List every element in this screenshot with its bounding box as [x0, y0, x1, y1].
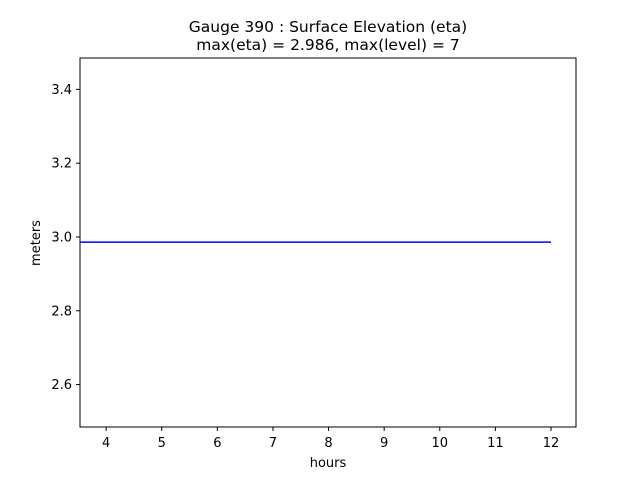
- y-tick-label: 2.6: [51, 378, 72, 393]
- x-tick-label: 5: [158, 436, 166, 451]
- x-tick-label: 7: [269, 436, 277, 451]
- y-tick-label: 3.4: [51, 83, 72, 98]
- plot-frame: [79, 57, 577, 428]
- chart-title-line1: Gauge 390 : Surface Elevation (eta): [189, 18, 467, 36]
- y-tick-label: 3.2: [51, 157, 72, 172]
- x-axis: 4 5 6 7 8 9 10 11 12: [102, 427, 559, 451]
- chart-title-line2: max(eta) = 2.986, max(level) = 7: [196, 36, 459, 54]
- x-tick-label: 12: [543, 436, 560, 451]
- x-tick-label: 10: [431, 436, 448, 451]
- x-tick-label: 9: [380, 436, 388, 451]
- y-tick-label: 2.8: [51, 304, 72, 319]
- x-tick-label: 4: [102, 436, 110, 451]
- x-tick-label: 11: [487, 436, 504, 451]
- y-axis-label: meters: [29, 220, 44, 266]
- y-tick-label: 3.0: [51, 230, 72, 245]
- x-tick-label: 6: [213, 436, 221, 451]
- x-axis-label: hours: [310, 456, 347, 471]
- y-axis: 2.6 2.8 3.0 3.2 3.4: [51, 83, 80, 393]
- x-tick-label: 8: [324, 436, 332, 451]
